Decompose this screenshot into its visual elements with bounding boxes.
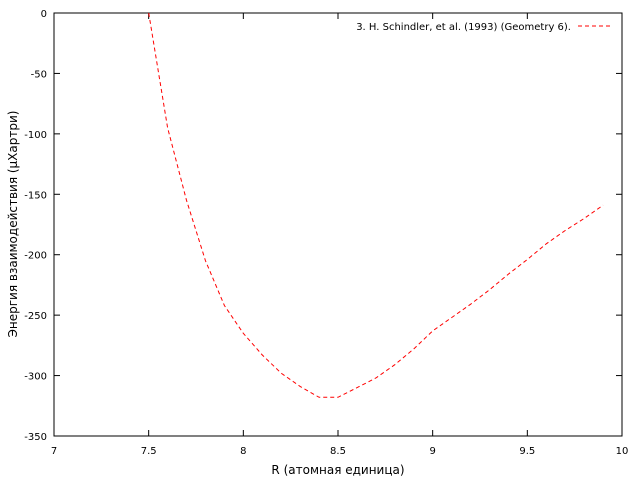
y-tick-label: -300 — [24, 372, 47, 383]
y-axis-ticks: 0 -50 -100 -150 -200 -250 -300 -350 — [24, 9, 622, 443]
y-tick-label: -100 — [24, 130, 47, 141]
legend-entry-label: 3. H. Schindler, et al. (1993) (Geometry… — [356, 22, 571, 33]
x-axis-ticks: 7 7.5 8 8.5 9 9.5 10 — [51, 13, 629, 457]
x-tick-label: 9.5 — [519, 446, 535, 457]
y-tick-label: -50 — [31, 69, 47, 80]
y-axis-label: Энергия взаимодействия (µХартри) — [6, 111, 20, 338]
series-layer — [148, 12, 604, 398]
series-line — [148, 12, 604, 398]
x-tick-label: 7.5 — [141, 446, 157, 457]
y-tick-label: -350 — [24, 432, 47, 443]
legend: 3. H. Schindler, et al. (1993) (Geometry… — [356, 22, 612, 33]
y-tick-label: -250 — [24, 311, 47, 322]
x-tick-label: 10 — [616, 446, 629, 457]
x-tick-label: 7 — [51, 446, 57, 457]
y-tick-label: 0 — [41, 9, 47, 20]
y-tick-label: -200 — [24, 251, 47, 262]
x-axis-label: R (атомная единица) — [271, 463, 404, 477]
y-tick-label: -150 — [24, 190, 47, 201]
x-tick-label: 8.5 — [330, 446, 346, 457]
x-tick-label: 9 — [429, 446, 435, 457]
x-tick-label: 8 — [240, 446, 246, 457]
plot-frame — [53, 12, 623, 437]
